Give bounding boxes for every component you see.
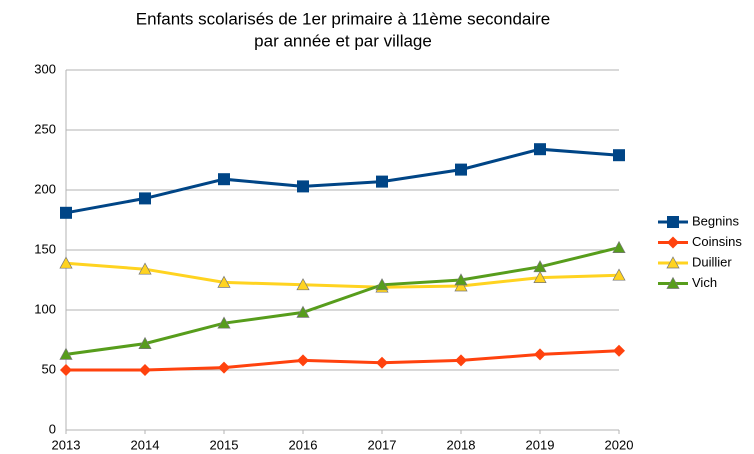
data-point (297, 354, 309, 367)
x-tick-label: 2020 (605, 437, 634, 452)
x-tick-label: 2016 (289, 437, 318, 452)
chart-title: Enfants scolarisés de 1er primaire à 11è… (136, 9, 551, 28)
data-point (375, 278, 389, 291)
y-tick-label: 300 (34, 61, 56, 76)
legend-label: Vich (692, 275, 717, 290)
data-point (613, 149, 625, 162)
data-point (296, 278, 310, 291)
series-line (66, 349, 620, 372)
data-point (612, 268, 626, 281)
legend-marker (667, 216, 679, 228)
x-tick-label: 2017 (368, 437, 397, 452)
data-point (139, 192, 151, 205)
data-point (533, 260, 547, 273)
chart-title: par année et par village (254, 31, 432, 50)
data-point (60, 206, 72, 219)
legend-label: Duillier (692, 254, 732, 269)
data-point (534, 348, 546, 361)
data-point (296, 305, 310, 318)
data-point (533, 270, 547, 283)
data-point (613, 344, 625, 357)
legend-label: Coinsins (692, 234, 742, 249)
series-line (65, 246, 620, 356)
data-point (534, 143, 546, 156)
data-point (59, 347, 73, 360)
x-tick-label: 2019 (526, 437, 555, 452)
data-point (218, 173, 230, 186)
data-point (455, 354, 467, 367)
x-tick-label: 2015 (210, 437, 239, 452)
x-tick-label: 2014 (131, 437, 160, 452)
data-point (455, 163, 467, 176)
data-point (297, 180, 309, 193)
data-point (454, 279, 468, 292)
legend-marker (667, 236, 679, 249)
y-tick-label: 150 (34, 241, 56, 256)
data-point (217, 316, 231, 329)
legend-label: Begnins (692, 213, 739, 228)
legend-marker (666, 256, 680, 269)
y-tick-label: 200 (34, 181, 56, 196)
y-tick-label: 250 (34, 121, 56, 136)
x-tick-label: 2018 (447, 437, 476, 452)
legend-marker (666, 276, 680, 289)
data-point (376, 356, 388, 369)
data-point (218, 361, 230, 374)
y-tick-label: 0 (49, 421, 56, 436)
data-point (139, 364, 151, 376)
data-point (454, 273, 468, 286)
series-line (65, 261, 620, 289)
data-point (60, 364, 72, 376)
data-point (612, 240, 626, 253)
y-tick-label: 50 (42, 361, 56, 376)
y-tick-label: 100 (34, 301, 56, 316)
x-tick-label: 2013 (52, 437, 81, 452)
data-point (138, 262, 152, 275)
data-point (59, 256, 73, 269)
series-line (65, 147, 620, 215)
data-point (138, 336, 152, 349)
data-point (217, 275, 231, 288)
data-point (376, 175, 388, 188)
